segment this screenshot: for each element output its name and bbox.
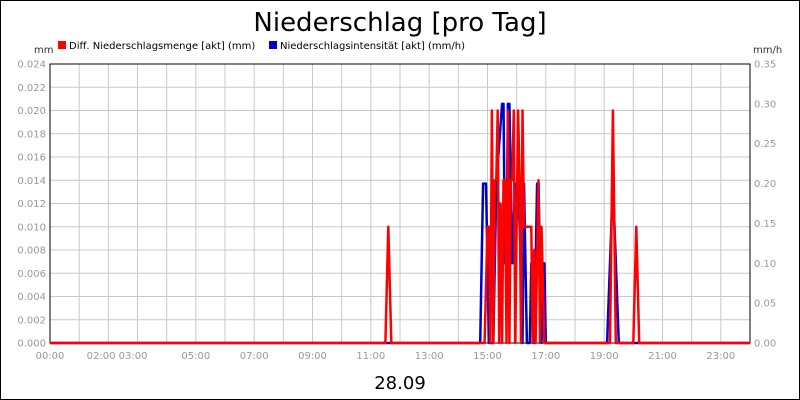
y-left-tick-label: 0.000 bbox=[17, 339, 46, 350]
y-left-unit: mm bbox=[34, 45, 53, 56]
chart-title: Niederschlag [pro Tag] bbox=[253, 8, 546, 38]
legend-swatch-intensitaet bbox=[269, 41, 277, 49]
y-right-tick-label: 0.05 bbox=[754, 299, 776, 310]
x-tick-label: 21:00 bbox=[648, 351, 677, 362]
x-tick-label: 15:00 bbox=[473, 351, 502, 362]
y-left-tick-label: 0.024 bbox=[17, 60, 46, 71]
x-axis-date-label: 28.09 bbox=[374, 373, 426, 394]
y-left-tick-label: 0.014 bbox=[17, 176, 46, 187]
x-ticks: 00:00 02:00 03:00 05:00 07:00 09:00 11:00 13:0… bbox=[36, 351, 736, 362]
x-tick-label: 13:00 bbox=[415, 351, 444, 362]
y-left-tick-label: 0.002 bbox=[17, 315, 46, 326]
legend-label-menge: Diff. Niederschlagsmenge [akt] (mm) bbox=[69, 41, 255, 52]
y-right-tick-label: 0.15 bbox=[754, 219, 776, 230]
y-right-tick-label: 0.25 bbox=[754, 139, 776, 150]
x-tick-label: 19:00 bbox=[590, 351, 619, 362]
legend: Diff. Niederschlagsmenge [akt] (mm) Nied… bbox=[58, 41, 465, 52]
y-right-tick-label: 0.30 bbox=[754, 99, 776, 110]
y-left-ticks: 0.000 0.002 0.004 0.006 0.008 0.010 0.012 0.014… bbox=[17, 60, 46, 350]
x-tick-label: 00:00 bbox=[36, 351, 65, 362]
y-left-tick-label: 0.016 bbox=[17, 153, 46, 164]
y-right-tick-label: 0.20 bbox=[754, 179, 776, 190]
y-left-tick-label: 0.012 bbox=[17, 199, 46, 210]
grid bbox=[49, 63, 751, 344]
y-left-tick-label: 0.022 bbox=[17, 83, 46, 94]
legend-swatch-menge bbox=[58, 41, 66, 49]
y-right-unit: mm/h bbox=[753, 45, 782, 56]
series-group bbox=[50, 102, 750, 345]
legend-label-intensitaet: Niederschlagsintensität [akt] (mm/h) bbox=[280, 41, 465, 52]
y-right-tick-label: 0.35 bbox=[754, 60, 776, 71]
y-right-ticks: 0.00 0.05 0.10 0.15 0.20 0.25 0.30 0.35 bbox=[754, 60, 776, 350]
x-tick-label: 02:00 03:00 bbox=[87, 351, 148, 362]
x-tick-label: 07:00 bbox=[240, 351, 269, 362]
series-line-menge bbox=[50, 109, 750, 345]
x-tick-label: 17:00 bbox=[531, 351, 560, 362]
y-left-tick-label: 0.020 bbox=[17, 106, 46, 117]
x-tick-label: 23:00 bbox=[706, 351, 735, 362]
y-left-tick-label: 0.006 bbox=[17, 269, 46, 280]
y-left-tick-label: 0.008 bbox=[17, 246, 46, 257]
x-tick-label: 09:00 bbox=[298, 351, 327, 362]
y-right-tick-label: 0.10 bbox=[754, 259, 776, 270]
y-left-tick-label: 0.010 bbox=[17, 222, 46, 233]
y-left-tick-label: 0.004 bbox=[17, 292, 46, 303]
y-left-tick-label: 0.018 bbox=[17, 129, 46, 140]
x-tick-label: 05:00 bbox=[181, 351, 210, 362]
x-tick-label: 11:00 bbox=[356, 351, 385, 362]
y-right-tick-label: 0.00 bbox=[754, 339, 776, 350]
